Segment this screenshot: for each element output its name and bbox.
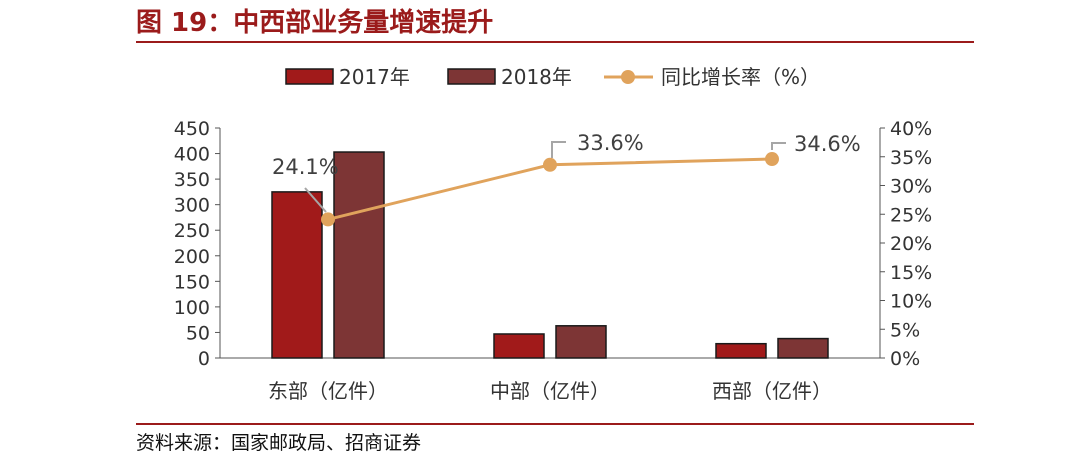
left-tick-label: 200 <box>174 246 210 268</box>
growth-point-2 <box>765 152 779 167</box>
right-tick-label: 10% <box>890 291 932 313</box>
data-labels: 24.1% 33.6% 34.6% <box>272 131 861 213</box>
growth-point-1 <box>543 157 557 172</box>
left-tick-label: 400 <box>174 144 210 166</box>
right-tick-label: 25% <box>890 204 932 226</box>
right-tick-label: 0% <box>890 348 920 370</box>
right-tick-label: 30% <box>890 176 932 198</box>
bar-2017-0 <box>271 191 323 359</box>
left-tick-label: 100 <box>174 297 210 319</box>
growth-data-label-1: 33.6% <box>577 131 644 155</box>
growth-line <box>321 152 779 227</box>
left-tick-label: 150 <box>174 271 210 293</box>
right-tick-label: 40% <box>890 118 932 140</box>
left-tick-label: 450 <box>174 118 210 140</box>
growth-data-label-0: 24.1% <box>272 155 339 179</box>
bar-2017-2 <box>715 342 767 359</box>
left-tick-label: 300 <box>174 195 210 217</box>
legend-label-2018: 2018年 <box>501 65 572 89</box>
bars <box>271 151 829 359</box>
source-divider <box>136 423 974 425</box>
left-tick-label: 0 <box>198 348 210 370</box>
left-tick-label: 350 <box>174 169 210 191</box>
category-label-2: 西部（亿件） <box>712 379 832 403</box>
left-tick-label: 50 <box>186 322 210 344</box>
source-note: 资料来源：国家邮政局、招商证券 <box>136 432 422 454</box>
growth-point-0 <box>321 212 335 227</box>
legend: 2017年 2018年 同比增长率（%） <box>285 65 820 89</box>
title-divider <box>136 41 974 43</box>
legend-label-growth: 同比增长率（%） <box>661 65 820 89</box>
right-tick-label: 20% <box>890 233 932 255</box>
label-leader-line-0 <box>304 187 327 213</box>
right-tick-label: 35% <box>890 147 932 169</box>
legend-label-2017: 2017年 <box>339 65 410 89</box>
bar-2018-2 <box>777 337 829 359</box>
right-tick-label: 5% <box>890 319 920 341</box>
bar-2018-1 <box>555 325 607 359</box>
bar-2017-1 <box>493 333 545 359</box>
category-labels: 东部（亿件） 中部（亿件） 西部（亿件） <box>268 379 832 403</box>
legend-marker-growth <box>621 70 635 84</box>
label-leader-line-2 <box>771 142 786 150</box>
growth-data-label-2: 34.6% <box>794 132 861 156</box>
bar-2018-0 <box>333 151 385 359</box>
left-tick-label: 250 <box>174 220 210 242</box>
label-leader-line-1 <box>551 141 566 158</box>
figure-title: 图 19：中西部业务量增速提升 <box>136 8 494 38</box>
category-label-0: 东部（亿件） <box>268 379 388 403</box>
right-tick-label: 15% <box>890 262 932 284</box>
legend-swatch-2017 <box>285 68 334 85</box>
axes: 0 50 100 150 200 250 300 350 400 450 0% 5% 10% 15% 20%… <box>174 118 933 370</box>
category-label-1: 中部（亿件） <box>490 379 610 403</box>
legend-swatch-2018 <box>447 68 496 85</box>
